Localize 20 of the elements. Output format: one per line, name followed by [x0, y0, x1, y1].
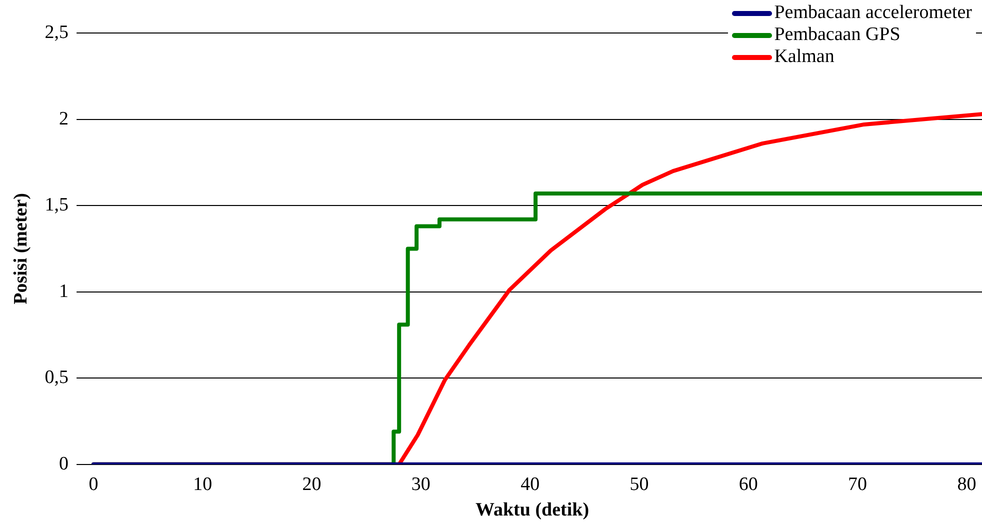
x-tick-label: 30 — [411, 474, 430, 495]
x-tick-label: 0 — [88, 474, 98, 495]
y-tick-label: 2 — [59, 108, 69, 130]
legend-label: Pembacaan GPS — [774, 24, 900, 46]
legend-label: Kalman — [774, 46, 834, 68]
x-tick-label: 70 — [848, 474, 868, 495]
x-tick-label: 20 — [302, 474, 322, 495]
y-tick-label: 0 — [59, 453, 69, 474]
y-axis-title: Posisi (meter) — [10, 193, 32, 304]
x-tick-label: 50 — [630, 474, 649, 495]
x-tick-label: 60 — [738, 474, 758, 495]
y-tick-label: 0,5 — [44, 367, 69, 388]
y-tick-label: 1 — [59, 280, 69, 302]
legend-label: Pembacaan accelerometer — [774, 2, 972, 24]
x-tick-label: 10 — [193, 474, 212, 495]
x-axis-title: Waktu (detik) — [476, 500, 590, 521]
x-tick-label: 80 — [957, 474, 976, 495]
y-tick-label: 1,5 — [44, 194, 69, 216]
y-tick-label: 2,5 — [44, 22, 69, 43]
x-tick-label: 40 — [520, 474, 540, 495]
